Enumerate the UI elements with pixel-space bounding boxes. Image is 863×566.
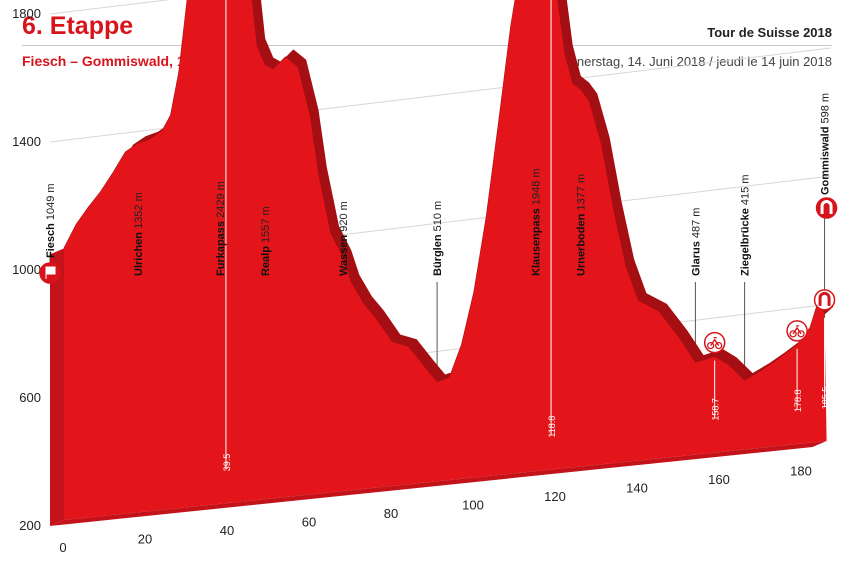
sprint-bike-icon xyxy=(786,320,808,342)
waypoint-altitude: 1948 m xyxy=(531,168,543,205)
waypoint-name: Urnerboden xyxy=(576,211,588,276)
x-tick-label: 20 xyxy=(138,532,152,547)
waypoint-label: Ziegelbrücke 415 m xyxy=(740,175,752,277)
waypoint-name: Glarus xyxy=(690,238,702,276)
y-tick-label: 600 xyxy=(19,390,41,405)
waypoint-label: Furkapass 2429 m xyxy=(215,181,227,276)
header-divider xyxy=(22,45,832,46)
start-flag-icon xyxy=(39,262,61,284)
y-tick-label: 1800 xyxy=(12,6,41,21)
waypoint-name: Ulrichen xyxy=(133,229,145,276)
km-marker-label: 118.8 xyxy=(547,416,557,438)
km-marker-label: 158.7 xyxy=(711,398,721,421)
x-tick-label: 0 xyxy=(59,540,66,555)
waypoint-altitude: 1352 m xyxy=(133,192,145,229)
profile-bottom-face xyxy=(50,440,827,526)
km-marker-label: 178.8 xyxy=(793,390,803,413)
x-tick-label: 180 xyxy=(790,464,812,479)
waypoint-name: Fiesch xyxy=(45,220,57,258)
waypoint-label: Klausenpass 1948 m xyxy=(531,168,543,276)
stage-route: Fiesch – Gommiswald, 186 km xyxy=(22,53,225,69)
waypoint-altitude: 1557 m xyxy=(260,206,272,243)
waypoint-name: Gommiswald xyxy=(820,123,832,195)
x-tick-label: 160 xyxy=(708,472,730,487)
sprint-bike-icon xyxy=(703,331,726,354)
x-tick-label: 140 xyxy=(626,481,648,496)
waypoint-label: Fiesch 1049 m xyxy=(45,183,57,258)
x-tick-label: 60 xyxy=(302,515,316,530)
waypoint-label: Realp 1557 m xyxy=(260,206,272,276)
waypoint-altitude: 1049 m xyxy=(45,183,57,220)
x-tick-label: 120 xyxy=(544,489,566,504)
waypoint-label: Urnerboden 1377 m xyxy=(576,174,588,276)
finish-icon xyxy=(815,197,838,219)
waypoint-name: Realp xyxy=(260,243,272,276)
waypoint-altitude: 920 m xyxy=(338,201,350,232)
waypoint-label: Glarus 487 m xyxy=(690,208,702,276)
finish-icon xyxy=(813,289,836,311)
y-tick-label: 1400 xyxy=(12,134,41,149)
profile-area xyxy=(64,0,827,520)
km-marker-label: 39.5 xyxy=(222,454,232,472)
waypoint-label: Gommiswald 598 m xyxy=(820,93,832,195)
km-marker-label: 185.5 xyxy=(821,387,831,410)
waypoint-name: Ziegelbrücke xyxy=(740,205,752,276)
waypoint-altitude: 1377 m xyxy=(576,174,588,211)
x-tick-label: 40 xyxy=(220,523,234,538)
waypoint-name: Bürglen xyxy=(432,231,444,276)
waypoint-altitude: 510 m xyxy=(432,201,444,232)
waypoint-altitude: 415 m xyxy=(740,175,752,206)
waypoint-name: Klausenpass xyxy=(531,205,543,276)
profile-left-face xyxy=(50,248,64,526)
x-tick-label: 80 xyxy=(384,506,398,521)
y-tick-label: 200 xyxy=(19,518,41,533)
stage-date: Donnerstag, 14. Juni 2018 / jeudi le 14 … xyxy=(553,54,832,69)
gridline xyxy=(49,0,171,15)
stage-title: 6. Etappe xyxy=(22,12,134,40)
waypoint-name: Wassen xyxy=(338,232,350,276)
waypoint-altitude: 487 m xyxy=(690,208,702,239)
waypoint-altitude: 598 m xyxy=(820,93,832,124)
waypoint-name: Furkapass xyxy=(215,218,227,276)
x-tick-label: 100 xyxy=(462,498,484,513)
waypoint-label: Wassen 920 m xyxy=(338,201,350,276)
y-tick-label: 1000 xyxy=(12,262,41,277)
race-name: Tour de Suisse 2018 xyxy=(707,25,832,40)
waypoint-label: Bürglen 510 m xyxy=(432,201,444,276)
waypoint-label: Ulrichen 1352 m xyxy=(133,192,145,276)
waypoint-altitude: 2429 m xyxy=(215,181,227,218)
